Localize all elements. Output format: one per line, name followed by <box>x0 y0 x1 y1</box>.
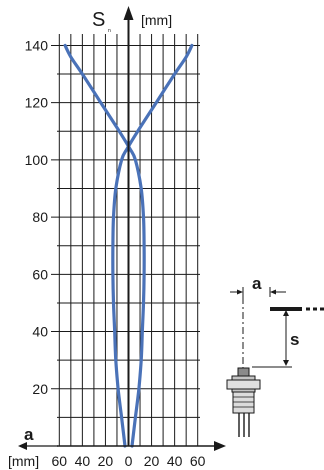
x-axis-arrow <box>214 441 226 451</box>
y-tick-label: 140 <box>25 37 49 53</box>
x-tick-labels: 60 40 20 0 20 40 60 <box>52 453 206 469</box>
x-axis-symbol: a <box>24 425 34 444</box>
inset-a-label: a <box>252 274 262 293</box>
y-tick-label: 20 <box>32 381 48 397</box>
x-tick-label: 60 <box>190 453 206 469</box>
y-tick-label: 80 <box>32 209 48 225</box>
proximity-sensor-icon <box>226 367 261 437</box>
y-tick-labels: 20 40 60 80 100 120 140 <box>25 37 49 396</box>
x-tick-label: 20 <box>144 453 160 469</box>
sensor-diagram: a s <box>226 274 324 437</box>
y-tick-label: 40 <box>32 324 48 340</box>
y-axis-unit: [mm] <box>141 12 172 28</box>
inset-s-label: s <box>290 330 299 349</box>
distance-s-marker <box>252 310 292 368</box>
response-curves <box>63 43 194 448</box>
y-axis-symbol: S <box>92 9 105 31</box>
curve-series-2 <box>111 43 194 448</box>
y-axis-subscript: n <box>108 28 111 34</box>
curve-series-1 <box>63 43 146 448</box>
y-tick-label: 120 <box>25 95 49 111</box>
x-tick-label: 60 <box>52 453 68 469</box>
x-tick-label: 0 <box>125 453 133 469</box>
y-tick-label: 60 <box>32 266 48 282</box>
y-axis-arrow <box>123 6 134 20</box>
x-tick-label: 40 <box>75 453 91 469</box>
x-tick-label: 40 <box>167 453 183 469</box>
x-tick-label: 20 <box>98 453 114 469</box>
y-tick-label: 100 <box>25 152 49 168</box>
x-axis-left-arrow <box>18 442 58 450</box>
x-axis-unit: [mm] <box>8 453 39 469</box>
lateral-offset-marker <box>230 287 286 297</box>
chart-grid <box>51 34 200 446</box>
